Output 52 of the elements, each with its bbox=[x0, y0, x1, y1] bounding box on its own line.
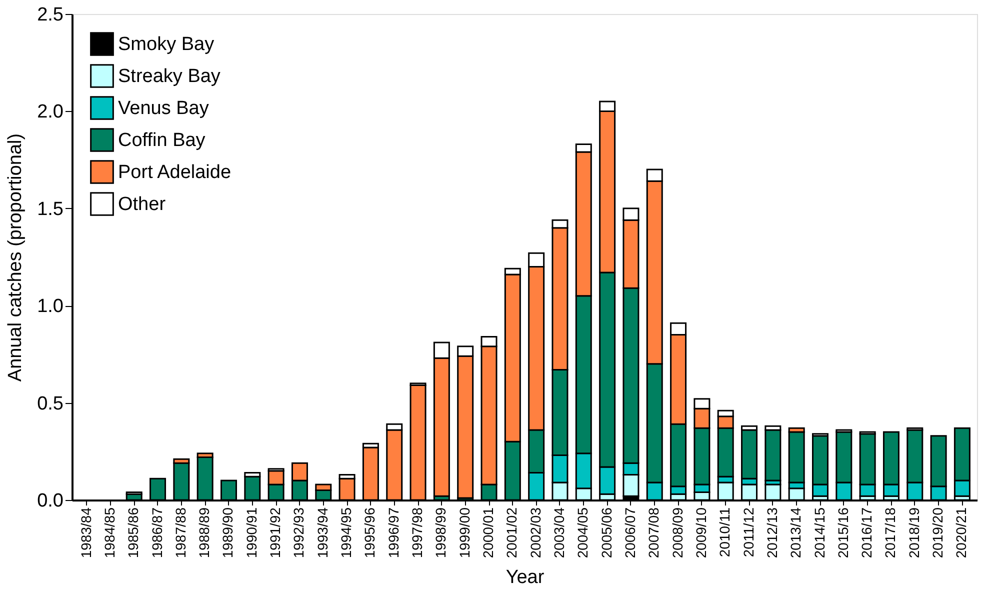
x-tick-label: 1996/97 bbox=[385, 507, 402, 558]
x-tick-label: 2020/21 bbox=[953, 507, 970, 558]
x-tick-label: 2019/20 bbox=[930, 507, 946, 558]
legend-label: Coffin Bay bbox=[118, 130, 206, 151]
x-tick-label: 1986/87 bbox=[148, 507, 165, 558]
x-tick-label: 2001/02 bbox=[504, 507, 520, 558]
x-tick-label: 2000/01 bbox=[480, 507, 496, 558]
x-tick-label: 2018/19 bbox=[906, 507, 922, 558]
y-tick-label: 0.0 bbox=[37, 490, 64, 512]
x-tick-label: 2008/09 bbox=[669, 507, 686, 558]
x-tick-label: 2009/10 bbox=[692, 507, 709, 558]
x-tick-label: 1983/84 bbox=[78, 507, 94, 558]
x-tick-label: 1989/90 bbox=[220, 507, 236, 558]
x-axis-title: Year bbox=[506, 567, 545, 588]
y-tick-label: 1.5 bbox=[37, 198, 64, 220]
legend-label: Port Adelaide bbox=[118, 162, 232, 183]
y-axis-title: Annual catches (proportional) bbox=[5, 133, 26, 382]
x-tick-label: 1987/88 bbox=[172, 507, 188, 558]
x-tick-label: 1994/95 bbox=[338, 507, 354, 558]
x-tick-label: 1984/85 bbox=[101, 507, 118, 558]
x-tick-label: 1985/86 bbox=[125, 507, 142, 558]
legend-label: Other bbox=[118, 194, 166, 215]
x-tick-label: 2015/16 bbox=[834, 507, 851, 558]
legend-label: Streaky Bay bbox=[118, 66, 221, 87]
x-tick-label: 1992/93 bbox=[290, 507, 307, 558]
x-tick-label: 2006/07 bbox=[622, 507, 638, 558]
x-tick-label: 1988/89 bbox=[196, 507, 212, 558]
x-tick-label: 2014/15 bbox=[811, 507, 828, 558]
x-tick-label: 2013/14 bbox=[788, 507, 804, 558]
x-tick-label: 1990/91 bbox=[243, 507, 260, 558]
x-tick-label: 2010/11 bbox=[716, 507, 733, 558]
x-tick-label: 1995/96 bbox=[362, 507, 378, 558]
y-tick-label: 0.5 bbox=[37, 393, 64, 414]
y-tick-label: 2.5 bbox=[37, 4, 64, 26]
x-tick-label: 2004/05 bbox=[574, 507, 591, 558]
legend-label: Venus Bay bbox=[118, 98, 210, 119]
x-tick-label: 2005/06 bbox=[598, 507, 614, 558]
y-tick-label: 1.0 bbox=[37, 296, 64, 318]
x-tick-label: 2011/12 bbox=[740, 507, 756, 558]
y-tick-label: 2.0 bbox=[37, 102, 64, 123]
x-tick-label: 1998/99 bbox=[432, 507, 449, 558]
x-tick-label: 2007/08 bbox=[646, 507, 662, 558]
x-tick-label: 2016/17 bbox=[858, 507, 875, 558]
x-tick-label: 2003/04 bbox=[550, 507, 567, 558]
x-tick-label: 1993/94 bbox=[314, 507, 330, 558]
x-tick-label: 1991/92 bbox=[267, 507, 284, 558]
legend-label: Smoky Bay bbox=[118, 34, 215, 55]
x-tick-label: 1999/00 bbox=[456, 507, 472, 558]
x-tick-label: 1997/98 bbox=[409, 507, 426, 558]
x-tick-label: 2017/18 bbox=[882, 507, 898, 558]
x-tick-label: 2012/13 bbox=[764, 507, 780, 558]
x-tick-label: 2002/03 bbox=[527, 507, 544, 558]
